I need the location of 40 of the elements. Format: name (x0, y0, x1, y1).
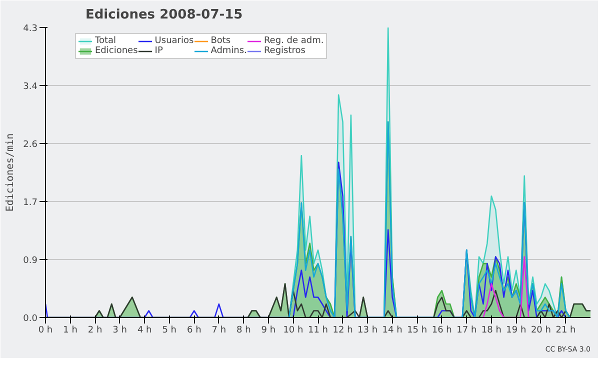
x-tick-label: 3 h (112, 326, 127, 336)
legend-label: Bots (210, 36, 231, 46)
legend-label: Total (95, 36, 116, 46)
legend-label: Reg. de adm. (264, 36, 324, 46)
y-tick-label: 3.4 (23, 82, 38, 92)
x-tick-label: 14 h (382, 326, 402, 336)
x-tick-label: 19 h (506, 326, 526, 336)
legend-label: Usuarios (154, 36, 194, 46)
legend-label: IP (154, 46, 164, 56)
x-tick-label: 6 h (186, 326, 202, 336)
y-tick-label: 1.7 (23, 198, 38, 208)
line-series (482, 256, 530, 318)
y-tick-label: 0.9 (23, 256, 38, 266)
y-axis-title: Ediciones/min (5, 133, 16, 212)
x-tick-label: 4 h (137, 326, 152, 336)
x-tick-label: 20 h (530, 326, 551, 336)
x-tick-label: 15 h (407, 326, 428, 336)
x-tick-label: 12 h (332, 326, 353, 336)
x-tick-label: 1 h (63, 326, 78, 336)
x-tick-label: 10 h (283, 326, 304, 336)
x-tick-label: 8 h (236, 326, 251, 336)
legend-label: Ediciones (95, 46, 138, 56)
x-tick-label: 11 h (308, 326, 328, 336)
legend-label: Admins. (210, 46, 247, 56)
x-tick-label: 13 h (358, 326, 378, 336)
x-tick-label: 5 h (162, 326, 177, 336)
y-tick-label: 0.0 (23, 314, 38, 324)
x-tick-label: 16 h (432, 326, 452, 336)
line-series (288, 121, 571, 318)
legend-label: Registros (264, 46, 306, 56)
x-tick-label: 21 h (556, 326, 576, 336)
x-tick-label: 0 h (38, 326, 53, 336)
x-tick-label: 17 h (456, 326, 477, 336)
x-tick-label: 18 h (481, 326, 502, 336)
chart-title: Ediciones 2008-07-15 (86, 8, 243, 22)
x-tick-label: 9 h (261, 326, 276, 336)
x-tick-label: 7 h (212, 326, 226, 336)
y-tick-label: 4.3 (23, 24, 38, 34)
y-tick-label: 2.6 (23, 140, 38, 150)
x-tick-label: 2 h (88, 326, 102, 336)
